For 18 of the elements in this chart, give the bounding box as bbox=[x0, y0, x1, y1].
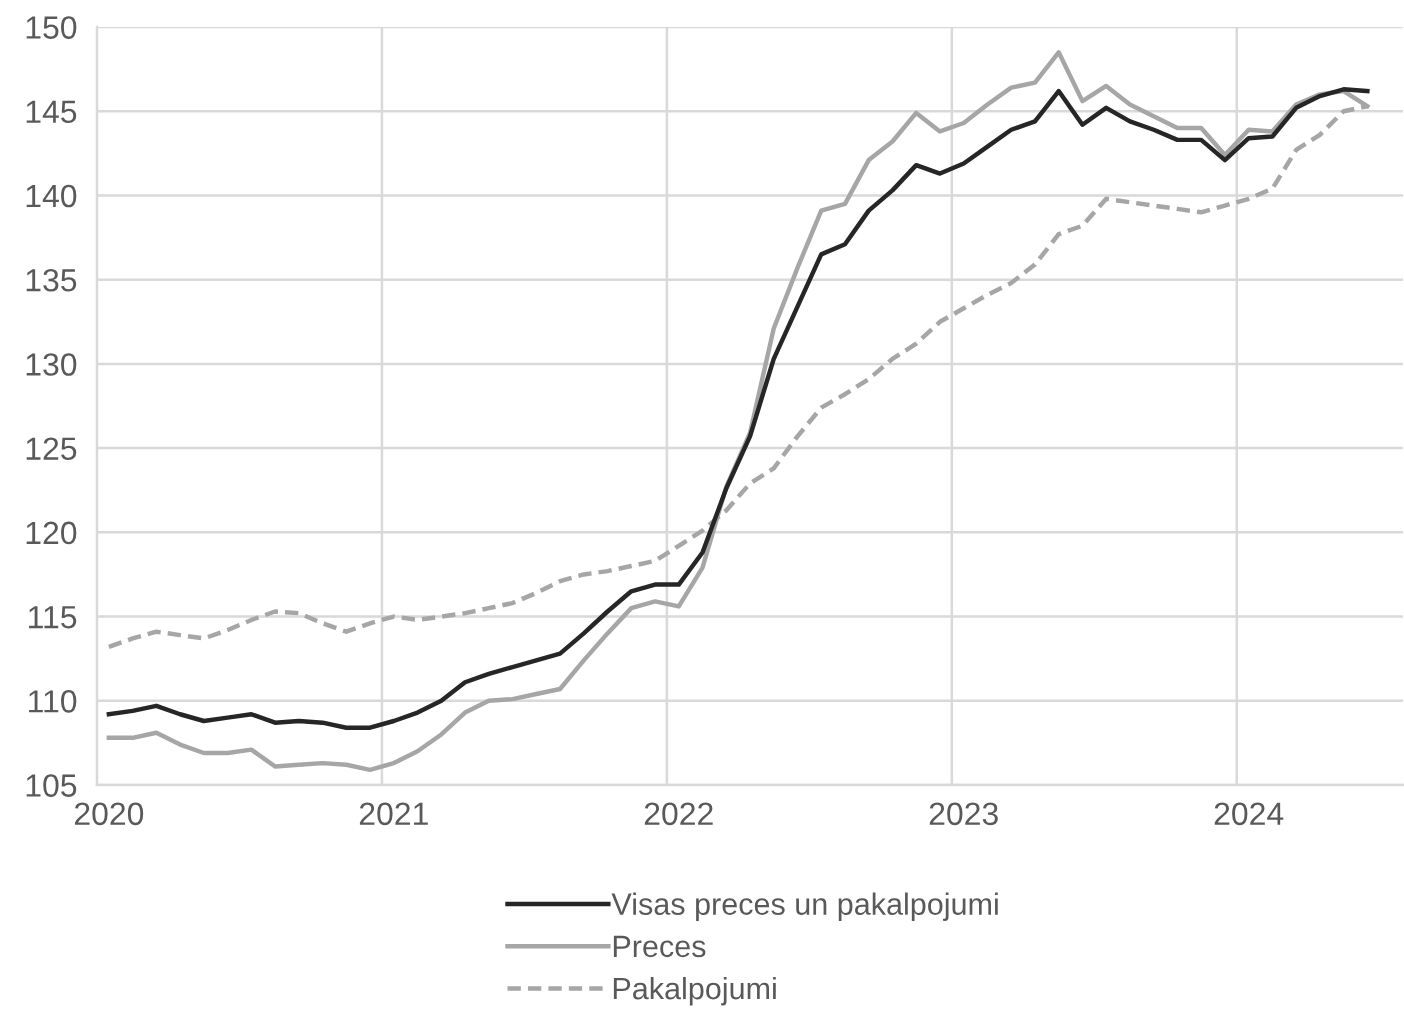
y-tick-label: 105 bbox=[26, 774, 77, 797]
x-tick-label: 2022 bbox=[644, 802, 713, 826]
legend-label: Pakalpojumi bbox=[613, 976, 776, 1006]
y-tick-label: 115 bbox=[29, 606, 77, 629]
y-tick-label: 110 bbox=[29, 690, 77, 713]
y-tick-label: 145 bbox=[26, 100, 77, 124]
y-tick-label: 140 bbox=[26, 184, 77, 208]
x-tick-label: 2023 bbox=[929, 802, 998, 826]
legend-label: Preces bbox=[613, 935, 706, 958]
y-tick-label: 125 bbox=[26, 437, 77, 460]
x-tick-label: 2020 bbox=[74, 802, 144, 826]
y-tick-label: 130 bbox=[26, 353, 77, 376]
y-tick-label: 150 bbox=[26, 16, 77, 39]
x-tick-label: 2024 bbox=[1214, 802, 1284, 826]
y-tick-label: 120 bbox=[26, 521, 77, 545]
legend-label: Visas preces un pakalpojumi bbox=[611, 892, 998, 921]
x-tick-label: 2021 bbox=[359, 802, 428, 826]
y-tick-label: 135 bbox=[26, 268, 77, 292]
